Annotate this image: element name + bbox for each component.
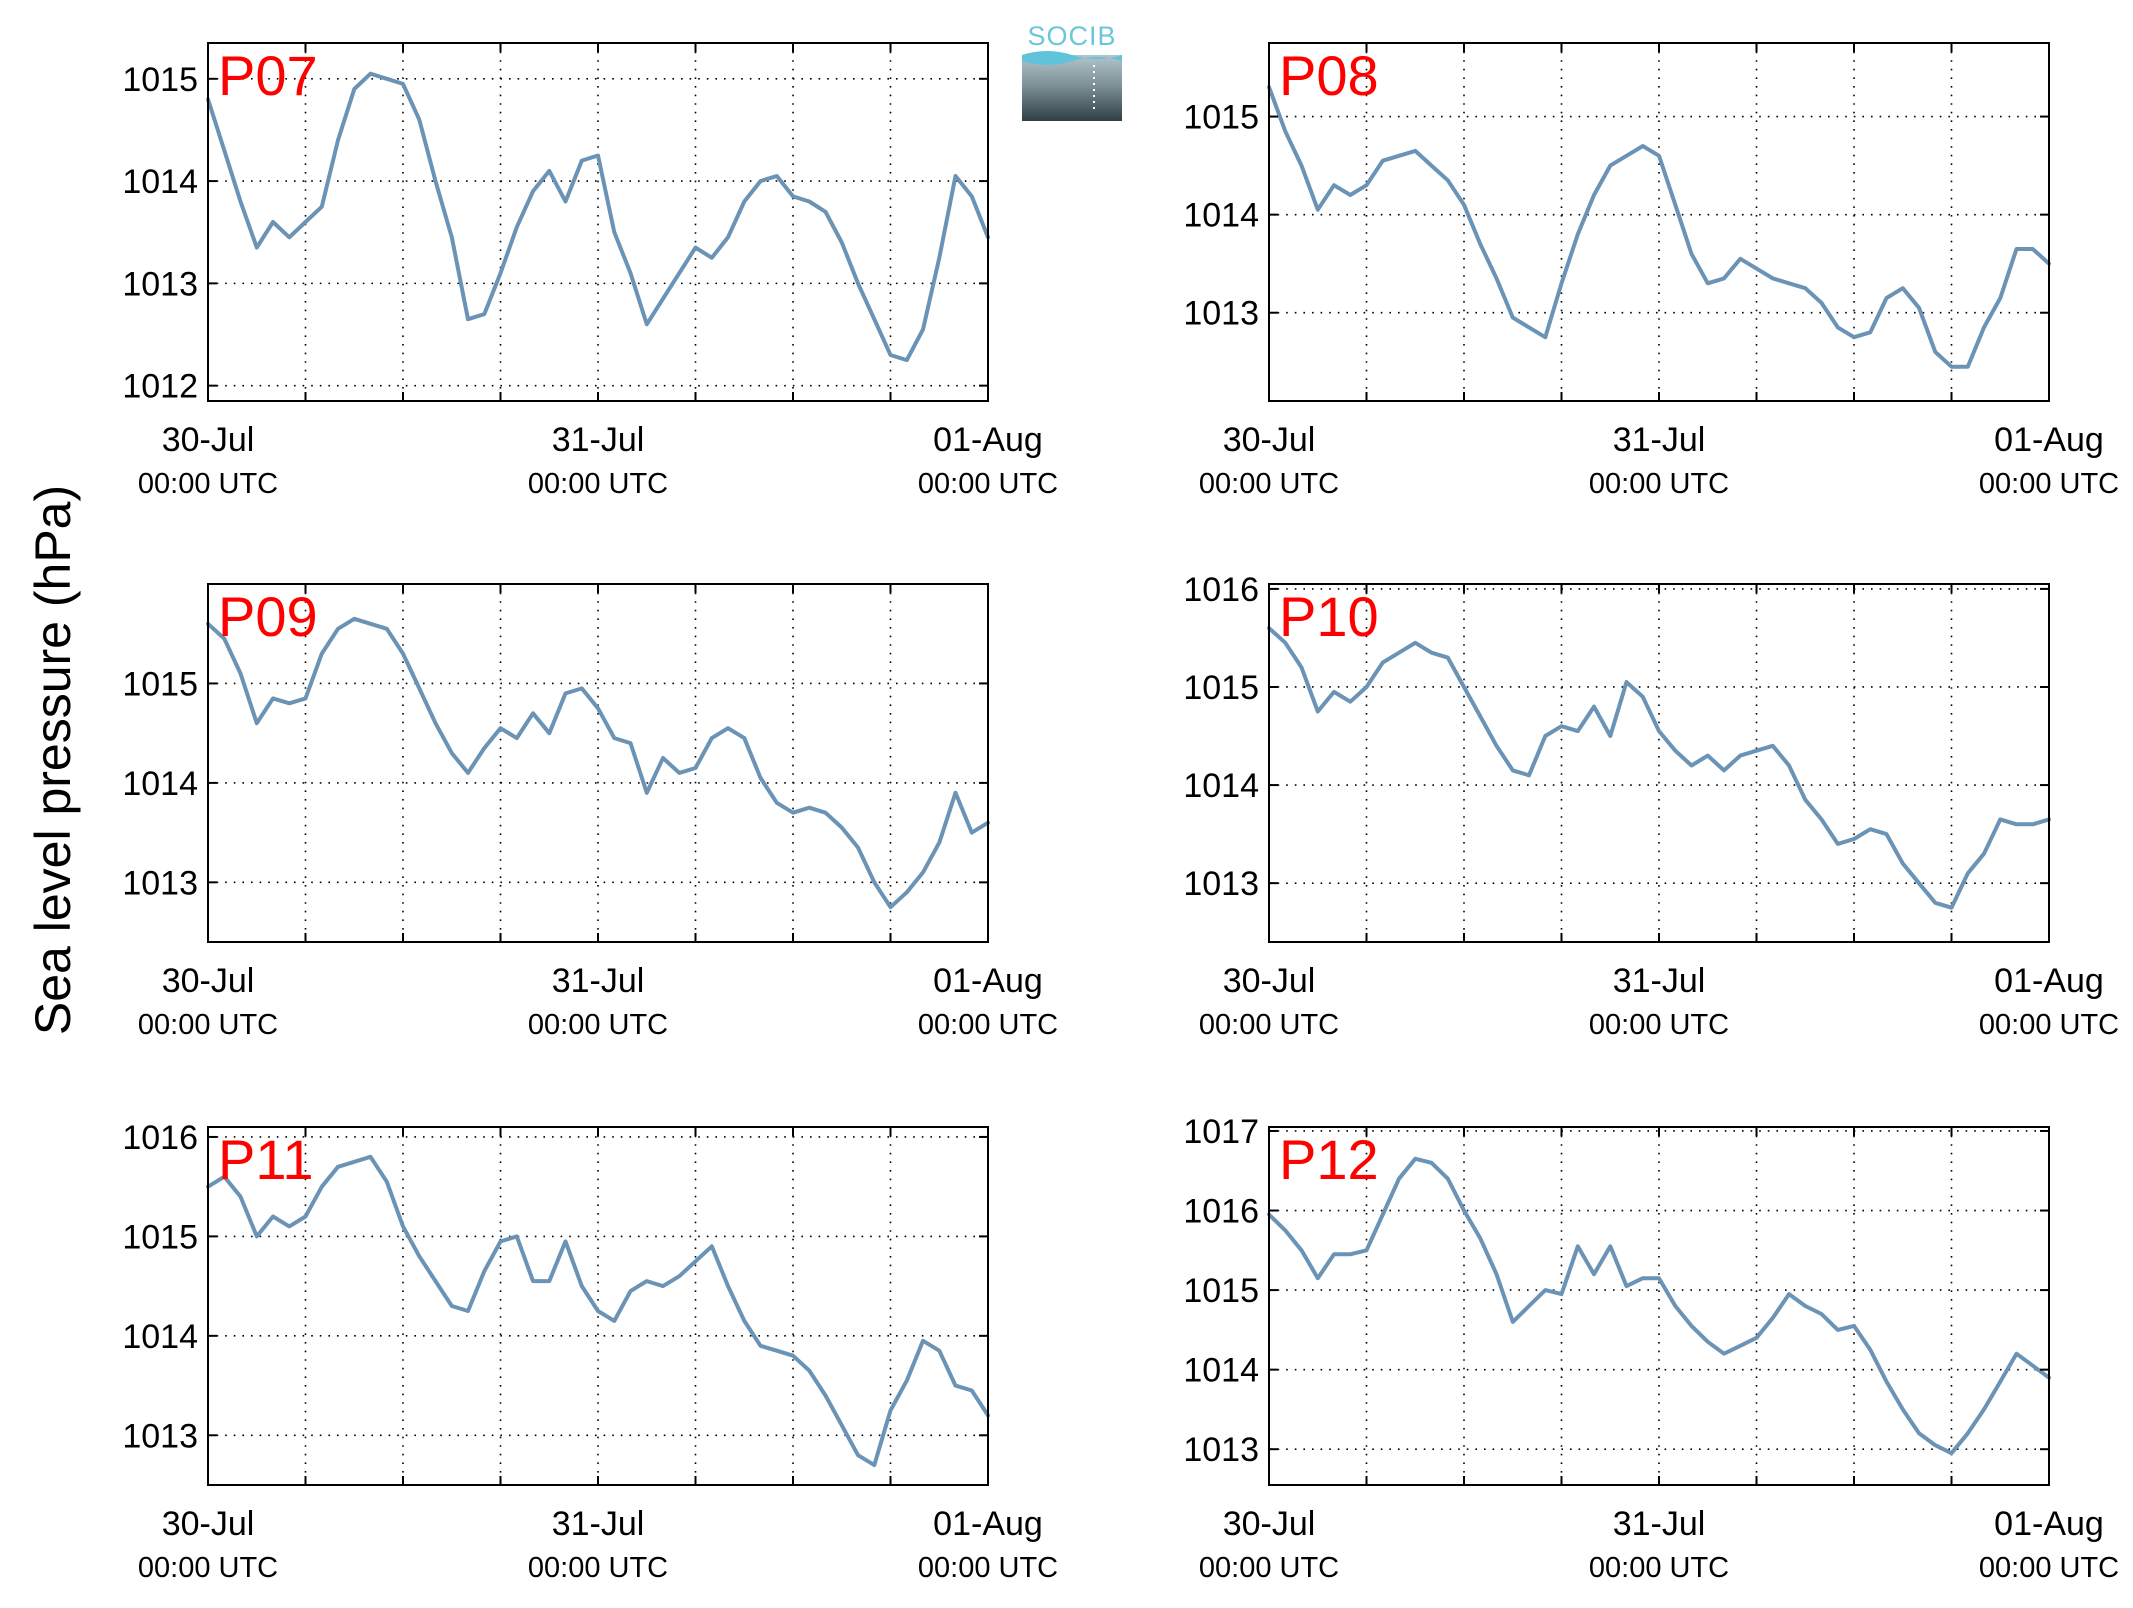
socib-logo: SOCIB [1022,21,1122,121]
y-tick-label: 1014 [122,1318,198,1356]
y-tick-label: 1015 [1183,1272,1259,1310]
y-tick-label: 1013 [122,1417,198,1455]
x-tick-label-date: 30-Jul [162,421,255,459]
x-tick-label-date: 01-Aug [1994,962,2104,1000]
y-tick-label: 1012 [122,368,198,406]
x-tick-label-date: 01-Aug [933,962,1043,1000]
pressure-series-line [1267,85,2051,369]
y-tick-label: 1015 [1183,99,1259,137]
y-tick-label: 1014 [1183,767,1259,805]
chart-panels: 1012 1013 1014 1015 30-Jul 00:00 UTC 31-Jul 00:… [122,42,2119,1584]
x-tick-label-time: 00:00 UTC [1199,468,1339,500]
chart-panel-p12: 1013 1014 1015 1016 1017 30-Jul 00:00 UTC 31-Ju… [1183,1113,2119,1584]
pressure-series-line [206,71,990,363]
y-tick-label: 1014 [122,765,198,803]
station-label: P10 [1279,585,1379,648]
y-tick-label: 1016 [122,1119,198,1157]
station-label: P12 [1279,1128,1379,1191]
station-label: P09 [218,585,318,648]
y-tick-label: 1013 [1183,865,1259,903]
x-tick-label-date: 31-Jul [552,1505,645,1543]
x-tick-label-time: 00:00 UTC [138,1552,278,1584]
axes-box [1268,583,2050,943]
y-tick-label: 1015 [122,665,198,703]
y-tick-label: 1013 [122,265,198,303]
y-tick-label: 1013 [1183,1431,1259,1469]
y-tick-label: 1014 [122,163,198,201]
y-tick-label: 1015 [122,61,198,99]
pressure-series-line [206,616,990,910]
x-tick-label-date: 01-Aug [933,421,1043,459]
pressure-series-line [206,1154,990,1468]
chart-panel-p11: 1013 1014 1015 1016 30-Jul 00:00 UTC 31-Jul 00:… [122,1119,1058,1584]
x-tick-label-date: 31-Jul [1613,421,1706,459]
logo-text: SOCIB [1027,21,1116,51]
chart-panel-p09: 1013 1014 1015 30-Jul 00:00 UTC 31-Jul 00:00 U… [122,583,1058,1041]
x-tick-label-time: 00:00 UTC [1979,1009,2119,1041]
logo-wave [1022,51,1122,65]
x-tick-label-time: 00:00 UTC [528,1552,668,1584]
x-tick-label-time: 00:00 UTC [1589,1552,1729,1584]
y-tick-label: 1014 [1183,197,1259,235]
station-label: P07 [218,44,318,107]
x-tick-label-time: 00:00 UTC [1199,1552,1339,1584]
x-tick-label-time: 00:00 UTC [1979,1552,2119,1584]
y-tick-label: 1015 [1183,669,1259,707]
x-tick-label-date: 01-Aug [1994,421,2104,459]
x-tick-label-time: 00:00 UTC [1199,1009,1339,1041]
y-tick-label: 1017 [1183,1113,1259,1151]
x-tick-label-date: 31-Jul [552,421,645,459]
x-tick-label-time: 00:00 UTC [528,1009,668,1041]
x-tick-label-date: 30-Jul [1223,962,1316,1000]
x-tick-label-date: 01-Aug [933,1505,1043,1543]
axes-box [207,42,989,402]
x-tick-label-time: 00:00 UTC [1589,1009,1729,1041]
x-tick-label-time: 00:00 UTC [138,1009,278,1041]
y-tick-label: 1013 [122,864,198,902]
chart-panel-p07: 1012 1013 1014 1015 30-Jul 00:00 UTC 31-Jul 00:… [122,42,1058,500]
x-tick-label-time: 00:00 UTC [918,1552,1058,1584]
x-tick-label-time: 00:00 UTC [1979,468,2119,500]
x-tick-label-date: 31-Jul [1613,1505,1706,1543]
y-tick-label: 1016 [1183,1193,1259,1231]
x-tick-label-time: 00:00 UTC [528,468,668,500]
station-label: P08 [1279,44,1379,107]
x-tick-label-date: 30-Jul [1223,1505,1316,1543]
y-tick-label: 1015 [122,1218,198,1256]
x-tick-label-date: 30-Jul [162,962,255,1000]
x-tick-label-time: 00:00 UTC [138,468,278,500]
x-tick-label-date: 30-Jul [1223,421,1316,459]
x-tick-label-time: 00:00 UTC [1589,468,1729,500]
chart-panel-p10: 1013 1014 1015 1016 30-Jul 00:00 UTC 31-Jul 00:… [1183,571,2119,1041]
y-axis-label: Sea level pressure (hPa) [25,485,81,1035]
y-tick-label: 1014 [1183,1352,1259,1390]
axes-box [207,583,989,943]
x-tick-label-date: 01-Aug [1994,1505,2104,1543]
station-label: P11 [218,1128,313,1191]
x-tick-label-time: 00:00 UTC [918,1009,1058,1041]
axes-box [1268,1126,2050,1486]
x-tick-label-date: 30-Jul [162,1505,255,1543]
chart-panel-p08: 1013 1014 1015 30-Jul 00:00 UTC 31-Jul 00:00 U… [1183,42,2119,500]
y-tick-label: 1016 [1183,571,1259,609]
x-tick-label-date: 31-Jul [552,962,645,1000]
x-tick-label-time: 00:00 UTC [918,468,1058,500]
pressure-series-line [1267,1156,2051,1456]
pressure-series-line [1267,626,2051,910]
logo-block [1022,55,1122,121]
x-tick-label-date: 31-Jul [1613,962,1706,1000]
y-tick-label: 1013 [1183,295,1259,333]
